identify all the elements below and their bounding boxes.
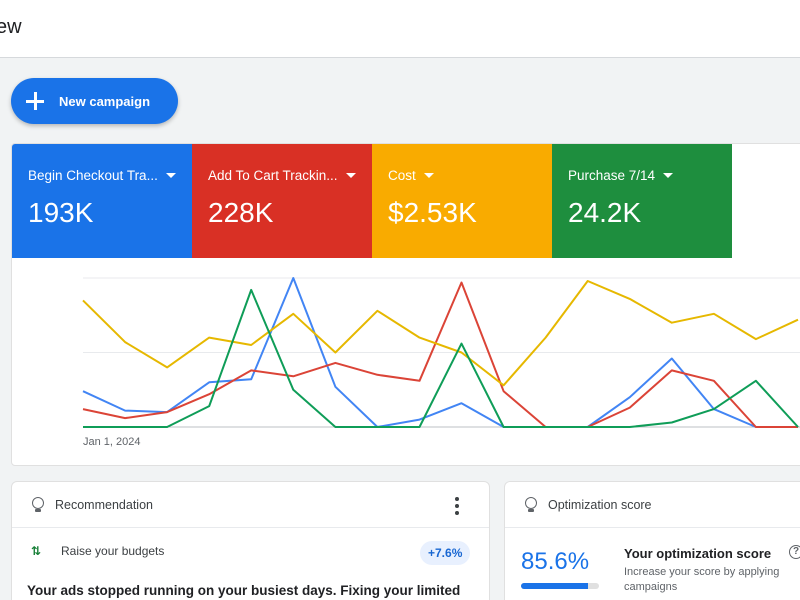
optimization-description: Increase your score by applying campaign… <box>624 566 780 593</box>
performance-chart-card: Begin Checkout Tra... 193K Add To Cart T… <box>11 143 800 466</box>
metric-name: Add To Cart Trackin... <box>208 168 338 183</box>
recommendation-card: Recommendation ⇅ Raise your budgets +7.6… <box>11 481 490 600</box>
metric-name: Purchase 7/14 <box>568 168 656 183</box>
recommendation-item-label: Raise your budgets <box>61 544 165 558</box>
series-line-1 <box>82 281 798 428</box>
optimization-title: Optimization score <box>548 497 652 512</box>
new-campaign-label: New campaign <box>59 93 151 109</box>
uplift-badge: +7.6% <box>420 541 471 565</box>
x-axis-start-label: Jan 1, 2024 <box>83 436 141 448</box>
optimization-heading: Your optimization score <box>624 546 772 561</box>
metric-value: $2.53K <box>388 197 477 228</box>
lightbulb-icon <box>525 496 537 513</box>
lightbulb-icon <box>32 496 44 513</box>
new-campaign-button[interactable]: New campaign <box>11 78 178 124</box>
chart-lines <box>82 277 799 428</box>
metric-name: Begin Checkout Tra... <box>28 168 158 183</box>
recommendation-title: Recommendation <box>55 497 153 512</box>
metric-value: 193K <box>28 197 94 228</box>
metric-tile-purchase[interactable]: Purchase 7/14 24.2K <box>552 144 732 258</box>
plus-icon <box>25 91 45 111</box>
top-bar: ew <box>0 0 800 58</box>
trending-arrows-icon: ⇅ <box>31 544 42 558</box>
metric-tile-cost[interactable]: Cost $2.53K <box>372 144 552 258</box>
metric-tile-begin-checkout[interactable]: Begin Checkout Tra... 193K <box>12 144 192 258</box>
chart-grid <box>83 277 800 428</box>
metric-value: 24.2K <box>568 197 642 228</box>
optimization-score-value: 85.6% <box>521 548 590 575</box>
series-line-0 <box>82 277 798 428</box>
recommendation-header: Recommendation <box>12 482 489 528</box>
series-line-2 <box>82 280 799 387</box>
line-chart <box>82 277 800 428</box>
caret-down-icon[interactable] <box>165 173 176 178</box>
optimization-score-fill <box>521 583 588 589</box>
recommendation-body: Your ads stopped running on your busiest… <box>27 583 461 598</box>
optimization-score-card: Optimization score 85.6% Your optimizati… <box>504 481 800 600</box>
more-options-icon[interactable] <box>455 497 459 515</box>
caret-down-icon[interactable] <box>423 173 434 178</box>
metric-tile-add-to-cart[interactable]: Add To Cart Trackin... 228K <box>192 144 372 258</box>
optimization-header: Optimization score <box>505 482 800 528</box>
recommendation-item[interactable]: ⇅ Raise your budgets <box>31 544 164 558</box>
metric-value: 228K <box>208 197 274 228</box>
caret-down-icon[interactable] <box>345 173 356 178</box>
page-title: ew <box>0 16 22 38</box>
optimization-score-bar <box>521 583 599 589</box>
help-icon[interactable]: ? <box>789 545 800 559</box>
metric-tiles: Begin Checkout Tra... 193K Add To Cart T… <box>12 144 732 258</box>
caret-down-icon[interactable] <box>663 173 674 178</box>
metric-name: Cost <box>388 168 416 183</box>
series-line-3 <box>83 288 799 428</box>
